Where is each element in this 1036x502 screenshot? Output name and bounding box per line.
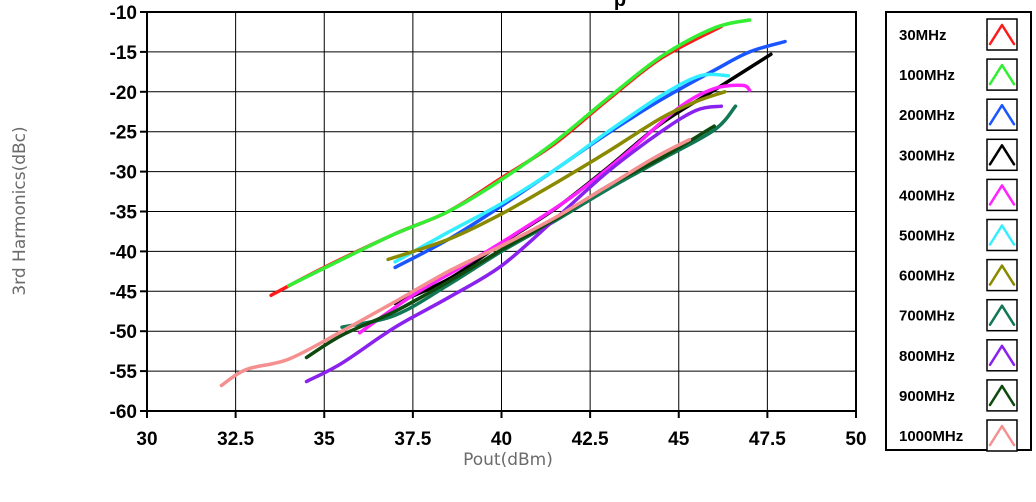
chart-title: p <box>614 0 626 11</box>
series-line-700mhz <box>340 104 738 329</box>
grid <box>146 11 857 412</box>
legend-swatch-600mhz <box>988 264 1016 286</box>
legend-swatch-200mhz <box>988 103 1016 126</box>
x-tick-label: 47.5 <box>749 429 786 450</box>
legend-swatch-box <box>986 178 1018 212</box>
x-tick-label: 37.5 <box>394 429 431 450</box>
legend-swatch-500mhz <box>988 224 1016 246</box>
legend-label: 900MHz <box>899 388 955 405</box>
x-tick-label: 35 <box>314 429 336 450</box>
x-axis-label: Pout(dBm) <box>463 450 553 470</box>
legend-swatch-300mhz <box>988 144 1016 166</box>
legend-label: 100MHz <box>899 67 955 84</box>
legend-swatch-400mhz <box>988 184 1016 206</box>
legend-swatch-box <box>986 98 1018 131</box>
x-axis: 30 32.5 35 37.5 40 42.5 45 47.5 50 <box>136 411 867 450</box>
legend-label: 1000MHz <box>899 428 963 445</box>
series-group <box>219 18 787 388</box>
y-tick-label: -40 <box>110 242 137 263</box>
y-tick-label: -10 <box>110 3 137 24</box>
x-tick-label: 40 <box>491 429 512 450</box>
y-axis-label: 3rd Harmonics(dBc) <box>10 126 30 295</box>
series-line-800mhz <box>304 104 724 384</box>
legend-swatch-30mhz <box>988 23 1016 46</box>
legend-swatch-box <box>986 258 1018 292</box>
y-tick-label: -30 <box>110 163 137 184</box>
legend-label: 600MHz <box>899 268 955 285</box>
legend-label: 700MHz <box>899 308 955 325</box>
legend-swatch-700mhz <box>988 304 1016 326</box>
y-tick-label: -45 <box>110 282 138 303</box>
x-tick-label: 42.5 <box>572 429 609 450</box>
y-tick-label: -25 <box>110 123 138 144</box>
legend-label: 400MHz <box>899 187 955 204</box>
legend-swatch-1000mhz <box>988 424 1016 447</box>
y-tick-label: -50 <box>110 322 137 343</box>
legend-swatch-box <box>986 138 1018 172</box>
series-line-900mhz <box>304 124 716 360</box>
legend-swatch-box <box>986 58 1018 91</box>
legend: 30MHz 100MHz 200MHz 300MHz 400MHz 500MHz 600MH… <box>885 11 1032 452</box>
x-tick-label: 30 <box>136 429 157 450</box>
series-line-400mhz <box>357 83 752 335</box>
y-tick-label: -20 <box>110 83 137 104</box>
y-tick-label: -60 <box>110 402 137 423</box>
legend-label: 30MHz <box>899 27 947 44</box>
legend-label: 300MHz <box>899 147 955 164</box>
series-line-100mhz <box>287 18 752 288</box>
x-tick-label: 45 <box>668 429 690 450</box>
y-axis: -10 -15 -20 -25 -30 -35 -40 -45 -50 -55 -60 <box>110 3 147 423</box>
legend-label: 200MHz <box>899 107 955 124</box>
y-tick-label: -55 <box>110 362 138 383</box>
legend-swatch-100mhz <box>988 63 1016 86</box>
x-tick-label: 50 <box>845 429 866 450</box>
legend-label: 500MHz <box>899 228 955 245</box>
legend-swatch-box <box>986 218 1018 252</box>
legend-swatch-800mhz <box>988 344 1016 367</box>
series-line-500mhz <box>393 72 731 264</box>
series-line-600mhz <box>386 90 727 262</box>
legend-swatch-box <box>986 298 1018 332</box>
series-line-1000mhz <box>219 137 692 388</box>
x-tick-label: 32.5 <box>217 429 254 450</box>
legend-swatch-box <box>986 419 1018 452</box>
legend-swatch-box <box>986 339 1018 372</box>
legend-swatch-900mhz <box>988 384 1016 407</box>
y-tick-label: -15 <box>110 43 138 64</box>
legend-label: 800MHz <box>899 348 955 365</box>
legend-swatch-box <box>986 379 1018 412</box>
legend-swatch-box <box>986 18 1018 51</box>
y-tick-label: -35 <box>110 203 138 224</box>
